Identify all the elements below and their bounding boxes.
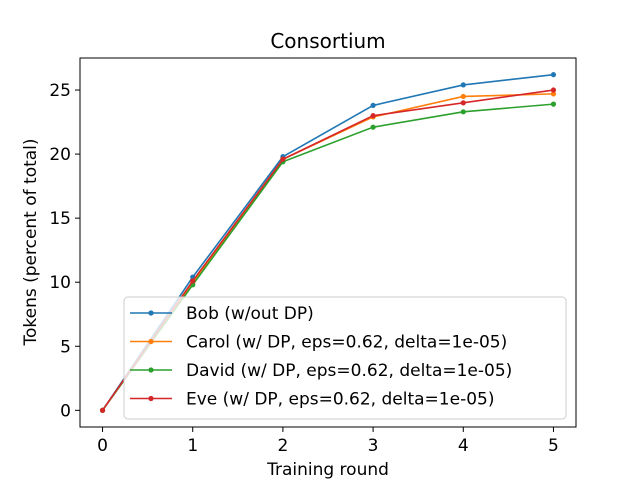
data-point-eve: [190, 278, 196, 284]
data-point-eve: [550, 87, 557, 93]
x-tick-label: 3: [368, 436, 379, 456]
data-point-david: [370, 124, 376, 130]
x-tick-label: 2: [277, 436, 288, 456]
x-axis-label: Training round: [266, 460, 389, 480]
data-point-carol: [460, 93, 466, 100]
y-tick-label: 20: [49, 145, 71, 165]
y-tick-label: 10: [49, 273, 71, 293]
legend-items: Bob (w/out DP) Carol (w/ DP, eps=0.62, de…: [130, 304, 512, 410]
legend-swatch-marker-bob: [148, 310, 154, 316]
data-point-bob: [460, 82, 466, 88]
data-point-david: [550, 101, 557, 107]
x-tick-label: 5: [548, 436, 559, 456]
y-axis-label: Tokens (percent of total): [21, 138, 41, 346]
x-tick-label: 1: [187, 436, 198, 456]
data-point-eve: [280, 156, 286, 162]
chart-title: Consortium: [270, 29, 385, 53]
y-tick-label: 15: [49, 209, 71, 229]
legend: Bob (w/out DP) Carol (w/ DP, eps=0.62, de…: [123, 296, 567, 420]
data-point-eve: [99, 407, 106, 413]
legend-swatch-marker-eve: [148, 395, 154, 402]
y-tick-label: 25: [49, 81, 71, 101]
legend-label-david: David (w/ DP, eps=0.62, delta=1e-05): [186, 361, 512, 381]
plot-frame: [79, 57, 577, 428]
legend-box: [123, 296, 567, 420]
y-tick-label: 5: [60, 337, 71, 357]
y-axis: 0 5 10 15 20 25: [49, 81, 80, 421]
data-point-carol: [550, 91, 557, 97]
legend-swatch-marker-carol: [148, 338, 154, 345]
data-point-eve: [370, 113, 376, 119]
y-tick-label: 0: [60, 401, 71, 421]
data-point-david: [460, 109, 466, 115]
x-axis: 0 1 2 3 4 5: [97, 427, 559, 456]
data-point-bob: [550, 72, 557, 78]
data-point-bob: [370, 102, 376, 109]
x-tick-label: 0: [97, 436, 108, 456]
x-tick-label: 4: [458, 436, 469, 456]
legend-swatch-marker-david: [148, 367, 154, 373]
legend-label-eve: Eve (w/ DP, eps=0.62, delta=1e-05): [186, 390, 494, 410]
legend-label-bob: Bob (w/out DP): [186, 304, 314, 324]
legend-label-carol: Carol (w/ DP, eps=0.62, delta=1e-05): [186, 333, 507, 353]
data-point-eve: [460, 100, 466, 106]
